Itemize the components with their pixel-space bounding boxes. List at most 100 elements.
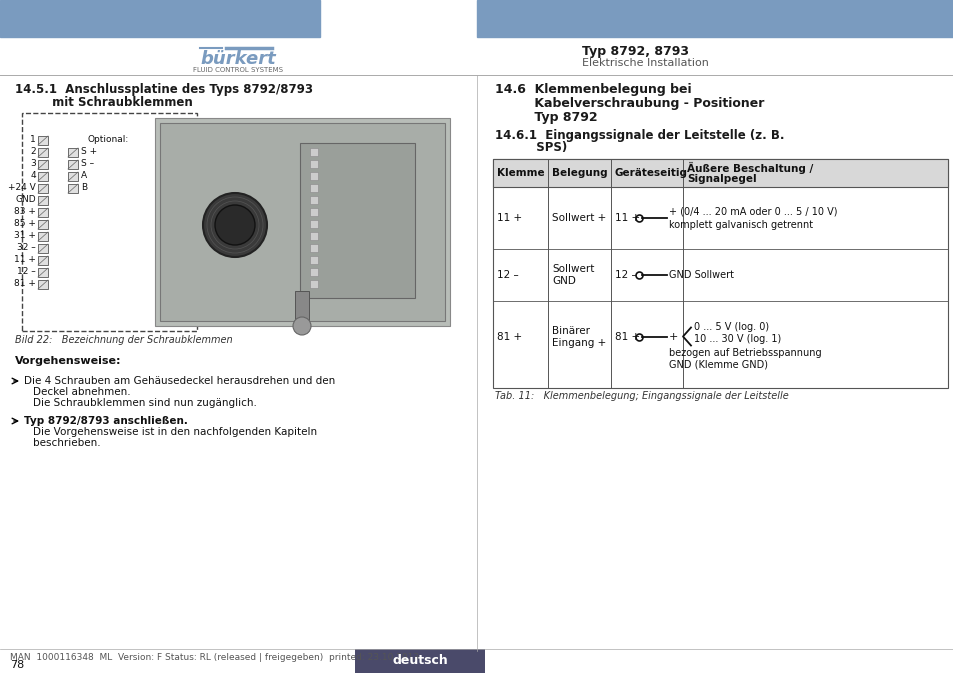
Text: Deckel abnehmen.: Deckel abnehmen. [33, 387, 131, 397]
Bar [310, 184, 317, 192]
Text: Die Schraubklemmen sind nun zugänglich.: Die Schraubklemmen sind nun zugänglich. [33, 398, 256, 408]
Text: 78: 78 [10, 660, 24, 670]
Bar [38, 268, 48, 277]
Text: beschrieben.: beschrieben. [33, 438, 100, 448]
Bar [38, 136, 48, 145]
Text: 4: 4 [30, 172, 36, 180]
Bar [38, 172, 48, 181]
Bar [38, 160, 48, 169]
Text: 12 –: 12 – [615, 270, 636, 280]
Text: 32 –: 32 – [17, 244, 36, 252]
Text: Belegung: Belegung [552, 168, 607, 178]
Text: GND (Klemme GND): GND (Klemme GND) [668, 359, 767, 369]
Bar [38, 148, 48, 157]
Bar [476, 0, 953, 37]
Bar [310, 280, 317, 288]
Bar [38, 208, 48, 217]
Text: 14.5.1  Anschlussplatine des Typs 8792/8793: 14.5.1 Anschlussplatine des Typs 8792/87… [15, 83, 313, 96]
Bar [299, 143, 415, 298]
Bar [38, 184, 48, 193]
Text: S +: S + [81, 147, 97, 157]
Bar [355, 649, 484, 673]
Bar [154, 118, 450, 326]
Text: Optional:: Optional: [87, 135, 128, 145]
Text: 11 +: 11 + [615, 213, 639, 223]
Bar [310, 244, 317, 252]
Bar [310, 148, 317, 156]
Text: Typ 8792, 8793: Typ 8792, 8793 [581, 44, 688, 57]
Text: 11 +: 11 + [14, 256, 36, 264]
Text: GND: GND [15, 195, 36, 205]
Bar [493, 159, 947, 187]
Text: bürkert: bürkert [200, 50, 275, 68]
Bar [310, 196, 317, 204]
Bar [310, 256, 317, 264]
Bar [68, 184, 78, 193]
Bar [38, 256, 48, 265]
Bar [310, 172, 317, 180]
Text: Kabelverschraubung - Positioner: Kabelverschraubung - Positioner [495, 98, 763, 110]
Bar [68, 148, 78, 157]
Text: 31 +: 31 + [14, 232, 36, 240]
Text: SPS): SPS) [495, 141, 567, 155]
Text: Sollwert +: Sollwert + [552, 213, 605, 223]
Text: Vorgehensweise:: Vorgehensweise: [15, 356, 121, 366]
Text: 12 –: 12 – [497, 270, 518, 280]
Bar [493, 159, 947, 388]
Bar [38, 220, 48, 229]
Text: MAN  1000116348  ML  Version: F Status: RL (released | freigegeben)  printed: 23: MAN 1000116348 ML Version: F Status: RL … [10, 653, 418, 662]
Text: Elektrische Installation: Elektrische Installation [581, 58, 708, 68]
Text: bezogen auf Betriebsspannung: bezogen auf Betriebsspannung [668, 349, 821, 359]
Bar [22, 113, 196, 331]
Text: 14.6  Klemmenbelegung bei: 14.6 Klemmenbelegung bei [495, 83, 691, 96]
Bar [38, 244, 48, 253]
Text: Bild 22:   Bezeichnung der Schraubklemmen: Bild 22: Bezeichnung der Schraubklemmen [15, 335, 233, 345]
Bar [0, 0, 319, 37]
Circle shape [214, 205, 254, 245]
Text: Typ 8792/8793 anschließen.: Typ 8792/8793 anschließen. [24, 416, 188, 426]
Bar [310, 208, 317, 216]
Text: 83 +: 83 + [14, 207, 36, 217]
Circle shape [293, 317, 311, 335]
Circle shape [203, 193, 267, 257]
Text: 1: 1 [30, 135, 36, 145]
Text: Klemme: Klemme [497, 168, 544, 178]
Text: 81 +: 81 + [615, 332, 639, 341]
Text: + (0/4 ... 20 mA oder 0 ... 5 / 10 V): + (0/4 ... 20 mA oder 0 ... 5 / 10 V) [668, 207, 837, 217]
Text: 10 ... 30 V (log. 1): 10 ... 30 V (log. 1) [693, 334, 781, 345]
Bar [310, 220, 317, 228]
Text: 85 +: 85 + [14, 219, 36, 229]
Text: 11 +: 11 + [497, 213, 521, 223]
Text: Die 4 Schrauben am Gehäusedeckel herausdrehen und den: Die 4 Schrauben am Gehäusedeckel herausd… [24, 376, 335, 386]
Bar [38, 196, 48, 205]
Text: B: B [81, 184, 87, 192]
Bar [68, 172, 78, 181]
Text: Die Vorgehensweise ist in den nachfolgenden Kapiteln: Die Vorgehensweise ist in den nachfolgen… [33, 427, 316, 437]
Text: +24 V: +24 V [9, 184, 36, 192]
Text: Signalpegel: Signalpegel [686, 174, 756, 184]
Text: GND Sollwert: GND Sollwert [668, 270, 733, 280]
Text: FLUID CONTROL SYSTEMS: FLUID CONTROL SYSTEMS [193, 67, 283, 73]
Text: komplett galvanisch getrennt: komplett galvanisch getrennt [668, 220, 812, 230]
Text: Äußere Beschaltung /: Äußere Beschaltung / [686, 162, 812, 174]
Text: A: A [81, 172, 87, 180]
Text: 81 +: 81 + [14, 279, 36, 289]
Text: 12 –: 12 – [17, 267, 36, 277]
Text: 81 +: 81 + [497, 332, 521, 341]
Text: 2: 2 [30, 147, 36, 157]
Text: Geräteseitig: Geräteseitig [615, 168, 687, 178]
Text: 0 ... 5 V (log. 0): 0 ... 5 V (log. 0) [693, 322, 768, 332]
Bar [38, 232, 48, 241]
Bar [160, 123, 444, 321]
Text: 3: 3 [30, 160, 36, 168]
Text: GND: GND [552, 276, 576, 286]
Bar [38, 280, 48, 289]
Bar [310, 232, 317, 240]
Text: Tab. 11:   Klemmenbelegung; Eingangssignale der Leitstelle: Tab. 11: Klemmenbelegung; Eingangssignal… [495, 391, 788, 401]
Text: 14.6.1  Eingangssignale der Leitstelle (z. B.: 14.6.1 Eingangssignale der Leitstelle (z… [495, 129, 783, 143]
Text: Binärer: Binärer [552, 326, 589, 336]
Text: mit Schraubklemmen: mit Schraubklemmen [15, 96, 193, 108]
Bar [310, 268, 317, 276]
Text: deutsch: deutsch [392, 655, 447, 668]
Bar [294, 291, 309, 326]
